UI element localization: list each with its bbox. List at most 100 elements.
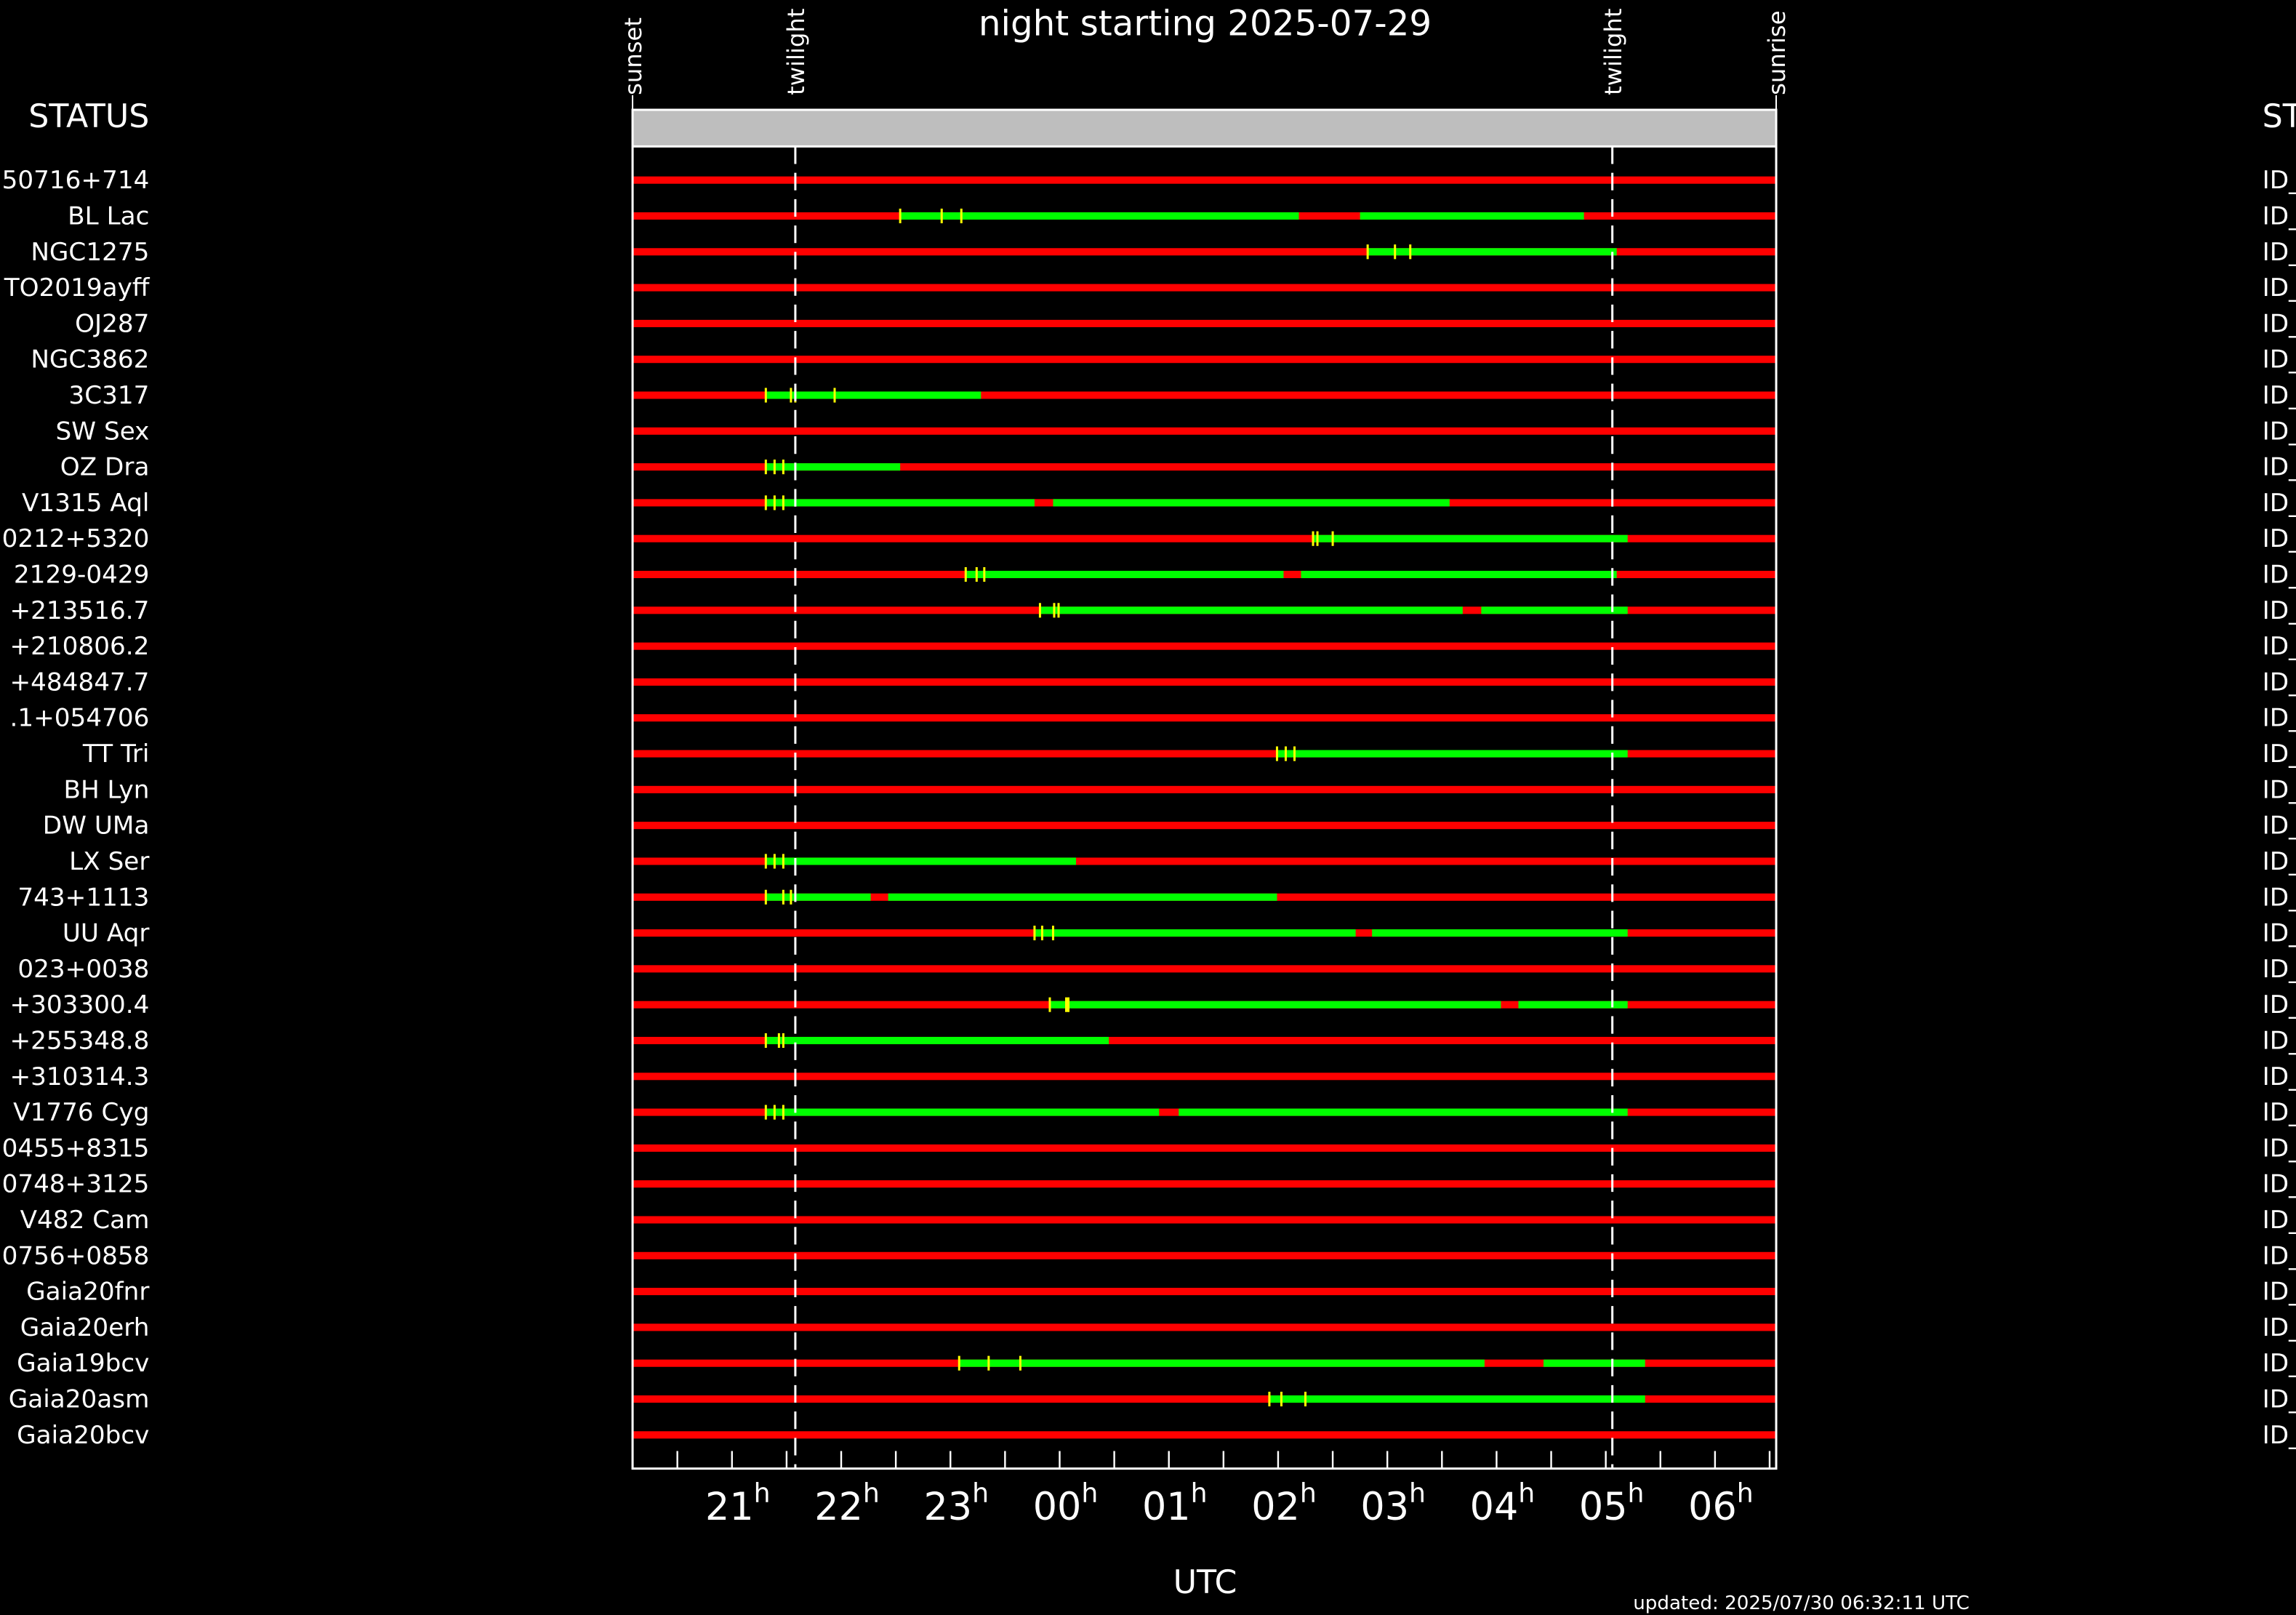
target-status: ID_	[2263, 811, 2296, 841]
target-status: ID_	[2263, 1062, 2296, 1091]
unavailable-track	[633, 678, 1777, 686]
unavailable-track	[633, 391, 1777, 399]
x-tick-number: 02	[1251, 1485, 1300, 1529]
x-tick-label: 02h	[1251, 1478, 1317, 1529]
x-tick-unit: h	[972, 1478, 989, 1509]
unavailable-track	[633, 822, 1777, 830]
target-name: +213516.7	[9, 596, 149, 625]
unavailable-track	[633, 642, 1777, 650]
available-segment	[766, 499, 1035, 507]
target-name: UU Aqr	[63, 919, 150, 948]
event-label: twilight	[1599, 9, 1627, 95]
unavailable-track	[633, 1073, 1777, 1081]
target-name: 0756+0858	[2, 1241, 150, 1270]
target-status: ID_	[2263, 201, 2296, 231]
x-tick-number: 21	[705, 1485, 754, 1529]
available-segment	[1269, 1395, 1645, 1403]
unavailable-track	[633, 857, 1777, 865]
x-tick-label: 00h	[1033, 1478, 1099, 1529]
target-status: ID_	[2263, 990, 2296, 1019]
target-name: OZ Dra	[60, 453, 150, 482]
x-tick-unit: h	[863, 1478, 880, 1509]
target-name: +210806.2	[9, 632, 149, 661]
unavailable-track	[633, 356, 1777, 364]
target-name: NGC3862	[31, 345, 149, 374]
x-tick-unit: h	[1081, 1478, 1098, 1509]
available-segment	[1040, 606, 1463, 614]
target-name: +484847.7	[9, 668, 149, 697]
unavailable-track	[633, 1180, 1777, 1188]
x-tick-unit: h	[1628, 1478, 1645, 1509]
left-header: STATUS	[28, 98, 149, 135]
x-tick-number: 05	[1579, 1485, 1628, 1529]
unavailable-track	[633, 1216, 1777, 1224]
available-segment	[1518, 1001, 1628, 1009]
target-name: +310314.3	[9, 1062, 149, 1091]
available-segment	[900, 212, 1299, 220]
available-segment	[959, 1359, 1485, 1367]
available-segment	[1360, 212, 1584, 220]
x-tick-unit: h	[754, 1478, 771, 1509]
target-status: ID_	[2263, 1241, 2296, 1270]
available-segment	[766, 463, 901, 471]
target-name: 0455+8315	[2, 1134, 150, 1163]
target-name: Gaia19bcv	[17, 1349, 149, 1378]
target-status: ID_	[2263, 489, 2296, 518]
unavailable-track	[633, 1288, 1777, 1296]
unavailable-track	[633, 248, 1777, 256]
target-status: ID_	[2263, 1026, 2296, 1055]
unavailable-track	[633, 785, 1777, 793]
target-status: ID_	[2263, 1421, 2296, 1450]
available-segment	[1034, 929, 1356, 937]
unavailable-track	[633, 176, 1777, 184]
x-tick-label: 23h	[924, 1478, 990, 1529]
available-segment	[966, 570, 1284, 579]
available-segment	[1179, 1108, 1628, 1116]
target-name: SW Sex	[56, 417, 150, 446]
target-name: 50716+714	[2, 166, 150, 195]
x-tick-number: 01	[1142, 1485, 1191, 1529]
x-tick-label: 03h	[1360, 1478, 1426, 1529]
available-segment	[1053, 499, 1450, 507]
unavailable-track	[633, 1395, 1777, 1403]
target-name: V1315 Aql	[22, 489, 149, 518]
target-status: ID_	[2263, 668, 2296, 697]
target-name: V1776 Cyg	[13, 1098, 149, 1127]
target-status: ID_	[2263, 775, 2296, 804]
target-name: Gaia20fnr	[26, 1278, 150, 1307]
x-tick-number: 00	[1033, 1485, 1082, 1529]
target-name: .1+054706	[9, 704, 149, 733]
x-tick-unit: h	[1191, 1478, 1208, 1509]
target-status: ID_	[2263, 919, 2296, 948]
available-segment	[888, 893, 1277, 901]
target-status: ID_	[2263, 309, 2296, 338]
x-tick-unit: h	[1737, 1478, 1754, 1509]
target-name: TT Tri	[82, 740, 150, 769]
available-segment	[766, 1108, 1160, 1116]
available-segment	[1049, 1001, 1501, 1009]
unavailable-track	[633, 1251, 1777, 1259]
available-segment	[1481, 606, 1628, 614]
x-tick-unit: h	[1518, 1478, 1535, 1509]
x-tick-number: 03	[1360, 1485, 1409, 1529]
target-status: ID_	[2263, 704, 2296, 733]
target-name: Gaia20asm	[9, 1385, 150, 1414]
target-status: ID_	[2263, 524, 2296, 553]
x-axis-label: UTC	[1173, 1564, 1237, 1601]
target-name: 2129-0429	[14, 561, 150, 590]
chart-title: night starting 2025-07-29	[979, 3, 1432, 44]
unavailable-track	[633, 1323, 1777, 1331]
unavailable-track	[633, 1144, 1777, 1152]
x-tick-label: 22h	[814, 1478, 880, 1529]
x-tick-label: 05h	[1579, 1478, 1645, 1529]
footer: updated: 2025/07/30 06:32:11 UTC	[1633, 1592, 1970, 1614]
target-name: V482 Cam	[20, 1206, 150, 1235]
unavailable-track	[633, 1431, 1777, 1439]
target-name: Gaia20erh	[20, 1313, 150, 1342]
target-status: ID_	[2263, 1313, 2296, 1342]
target-name: BL Lac	[68, 201, 149, 231]
x-tick-label: 21h	[705, 1478, 771, 1529]
x-tick-label: 06h	[1688, 1478, 1754, 1529]
target-name: 743+1113	[17, 883, 149, 912]
target-status: ID_	[2263, 381, 2296, 410]
